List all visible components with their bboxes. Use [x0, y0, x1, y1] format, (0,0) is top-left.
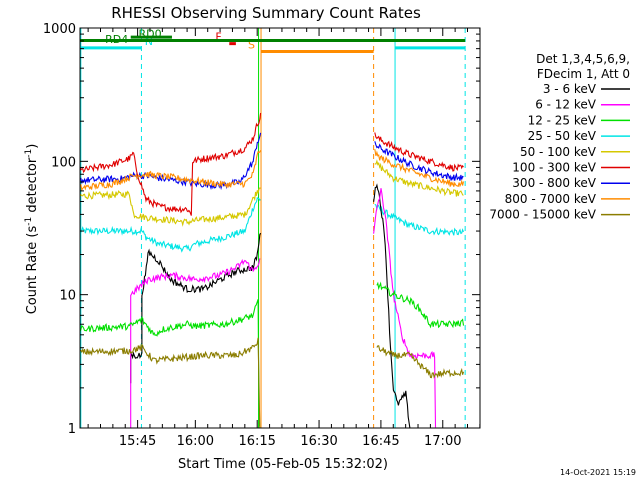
- x-tick-label-1: 16:00: [177, 434, 214, 449]
- y-tick-label-2: 100: [51, 155, 76, 170]
- legend-label-5: 100 - 300 keV: [512, 161, 596, 175]
- y-axis-label-end: ): [25, 144, 40, 149]
- y-axis-label-main: Count Rate (s: [25, 226, 40, 315]
- trace-4-segment-0: [79, 150, 262, 192]
- flag-label-3: F: [215, 31, 221, 44]
- trace-5-segment-1: [373, 183, 411, 429]
- legend-label-4: 50 - 100 keV: [520, 145, 597, 159]
- x-tick-label-2: 16:15: [238, 434, 275, 449]
- x-tick-label-0: 15:45: [119, 434, 156, 449]
- trace-2-segment-1: [374, 132, 464, 172]
- y-axis-label-exp2: -1: [24, 149, 34, 158]
- trace-8-segment-0: [79, 337, 261, 429]
- plot-area: NSFRD0RD415:4516:0016:1516:3016:4517:001…: [43, 22, 481, 449]
- flag-label-5: RD4: [105, 33, 128, 46]
- x-tick-label-3: 16:30: [300, 434, 337, 449]
- trace-1-segment-0: [79, 187, 261, 227]
- legend-label-1: 6 - 12 keV: [535, 98, 597, 112]
- flag-label-2: S: [248, 38, 255, 51]
- trace-3-segment-0: [79, 132, 262, 191]
- trace-4-segment-1: [374, 149, 465, 188]
- x-axis-label: Start Time (05-Feb-05 15:32:02): [178, 457, 388, 472]
- plot-frame: [79, 27, 481, 429]
- legend-label-3: 25 - 50 keV: [528, 129, 597, 143]
- legend-header-line-1: Det 1,3,4,5,6,9,: [536, 52, 630, 66]
- footer-timestamp: 14-Oct-2021 15:19: [560, 468, 636, 477]
- trace-3-segment-1: [374, 141, 464, 181]
- trace-8-segment-1: [376, 345, 465, 379]
- legend-label-6: 300 - 800 keV: [512, 176, 596, 190]
- y-axis-label-exp1: -1: [24, 217, 34, 226]
- legend-label-7: 800 - 7000 keV: [505, 192, 597, 206]
- chart-title: RHESSI Observing Summary Count Rates: [111, 4, 421, 22]
- legend-label-0: 3 - 6 keV: [543, 82, 597, 96]
- y-tick-label-1: 10: [59, 289, 76, 304]
- y-tick-label-0: 1: [68, 422, 76, 437]
- y-axis-label-mid: detector: [25, 157, 40, 217]
- trace-6-segment-1: [373, 188, 437, 428]
- x-tick-label-5: 17:00: [424, 434, 461, 449]
- trace-0-segment-1: [374, 203, 465, 236]
- trace-7-segment-1: [376, 281, 465, 329]
- x-tick-label-4: 16:45: [362, 434, 399, 449]
- trace-0-segment-0: [79, 197, 261, 253]
- trace-6-segment-0: [130, 258, 261, 428]
- y-axis-label: Count Rate (s-1 detector-1): [24, 144, 40, 315]
- legend-header-line-2: FDecim 1, Att 0: [537, 67, 630, 81]
- trace-5-segment-0: [130, 232, 262, 384]
- y-tick-label-3: 1000: [43, 22, 76, 37]
- trace-1-segment-1: [374, 159, 464, 197]
- trace-2-segment-0: [79, 112, 262, 216]
- legend-label-2: 12 - 25 keV: [528, 113, 597, 127]
- legend-label-8: 7000 - 15000 keV: [489, 208, 596, 222]
- trace-7-segment-0: [79, 299, 260, 427]
